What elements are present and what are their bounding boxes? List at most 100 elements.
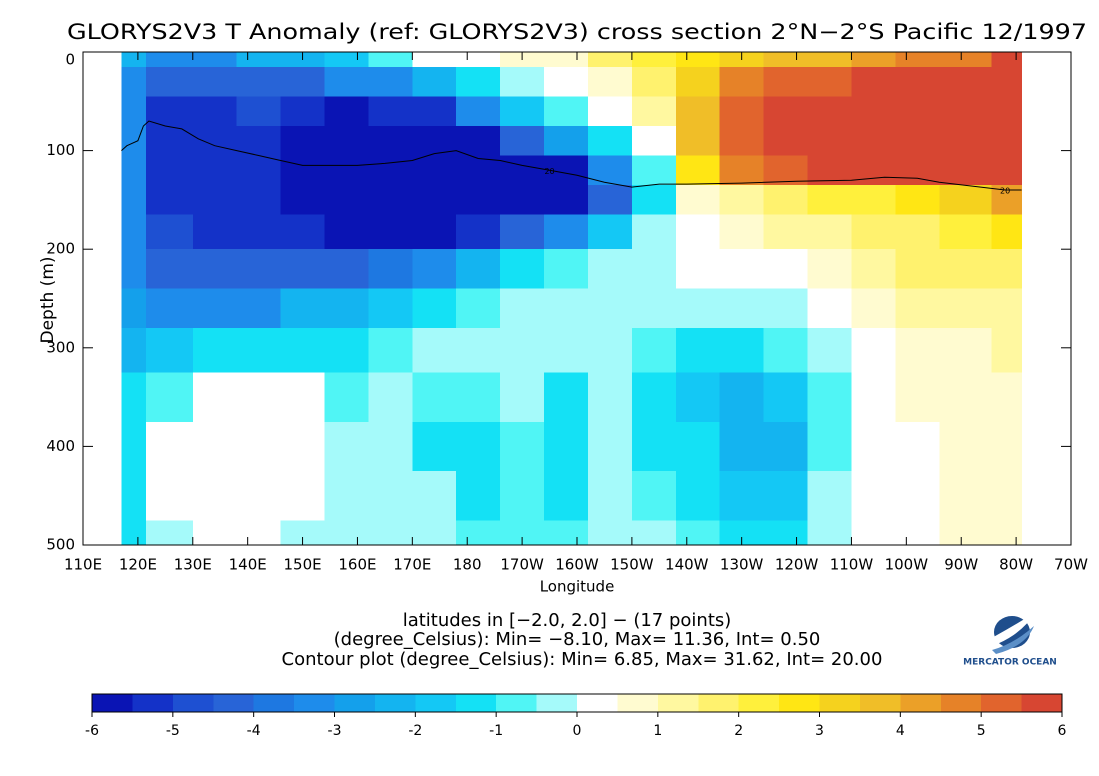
x-tick-label: 130W [720, 556, 764, 574]
cell [763, 96, 809, 127]
y-tick-label: 400 [46, 437, 75, 455]
cell [368, 214, 413, 250]
cell [412, 214, 457, 250]
cell [895, 66, 940, 97]
cell [851, 328, 896, 374]
cell [807, 96, 853, 127]
cell [121, 288, 147, 329]
cell [456, 520, 501, 546]
cell [631, 185, 677, 216]
cell [324, 520, 370, 546]
cell [675, 96, 721, 127]
cell [719, 249, 765, 290]
cell [121, 125, 147, 157]
cell [280, 185, 326, 216]
colorbar-swatch [981, 694, 1022, 712]
x-tick-label: 160W [555, 556, 599, 574]
cell [456, 288, 501, 329]
x-tick-label: 110W [830, 556, 874, 574]
cell [121, 96, 147, 127]
cell [236, 249, 282, 290]
cell [280, 125, 326, 157]
cell [456, 185, 501, 216]
cell [675, 520, 721, 546]
cell [412, 328, 457, 374]
cell [324, 471, 370, 521]
colorbar-swatch [213, 694, 254, 712]
colorbar-swatch [455, 694, 497, 712]
cell [587, 520, 633, 546]
cell [631, 328, 677, 374]
colorbar-swatch [859, 694, 901, 712]
cell [121, 214, 147, 250]
cell [146, 421, 194, 472]
cell [412, 52, 457, 68]
cell [939, 52, 993, 68]
cell [807, 66, 853, 97]
cell [675, 52, 721, 68]
cell [456, 249, 501, 290]
cell [192, 372, 238, 423]
cell [456, 66, 501, 97]
cell [368, 155, 413, 186]
x-tick-label: 120E [119, 556, 157, 574]
cell [500, 328, 545, 374]
contour-line [121, 120, 1022, 191]
cell [146, 214, 194, 250]
y-axis-label: Depth (m) [38, 256, 58, 343]
cell [719, 96, 765, 127]
cell [236, 421, 282, 472]
cell [236, 125, 282, 157]
cell [587, 96, 633, 127]
cell [675, 421, 721, 472]
cell [763, 52, 809, 68]
cell [675, 66, 721, 97]
cell [939, 520, 993, 546]
cell [236, 214, 282, 250]
cell [368, 372, 413, 423]
cell [500, 214, 545, 250]
colorbar-swatch [900, 694, 941, 712]
x-tick-label: 170W [500, 556, 544, 574]
colorbar-swatch [617, 694, 658, 712]
cell [719, 185, 765, 216]
note: Contour plot (degree_Celsius): Min= 6.85… [282, 649, 883, 670]
cell [991, 155, 1023, 186]
cell [544, 471, 589, 521]
cell [851, 520, 896, 546]
cell [991, 52, 1023, 68]
cell [544, 125, 589, 157]
cell [324, 125, 370, 157]
cell [587, 249, 633, 290]
y-tick-label: 100 [46, 141, 75, 159]
x-tick-label: 100W [885, 556, 929, 574]
cell [544, 328, 589, 374]
cell [719, 421, 765, 472]
cell [587, 288, 633, 329]
cell [851, 249, 896, 290]
cell [324, 185, 370, 216]
cell [991, 66, 1023, 97]
cell [280, 249, 326, 290]
cell [544, 520, 589, 546]
cell [500, 66, 545, 97]
cell [991, 214, 1023, 250]
cell [324, 214, 370, 250]
cell [763, 66, 809, 97]
colorbar-swatch [577, 694, 618, 712]
cell [280, 66, 326, 97]
cell [807, 421, 853, 472]
colorbar-tick-label: 1 [653, 723, 662, 739]
cell [324, 421, 370, 472]
cell [368, 125, 413, 157]
colorbar-swatch [536, 694, 577, 712]
cell [192, 185, 238, 216]
cell [500, 421, 545, 472]
cell [146, 328, 194, 374]
cell [851, 214, 896, 250]
cell [500, 125, 545, 157]
cell [939, 155, 993, 186]
cell [587, 155, 633, 186]
cell [456, 214, 501, 250]
